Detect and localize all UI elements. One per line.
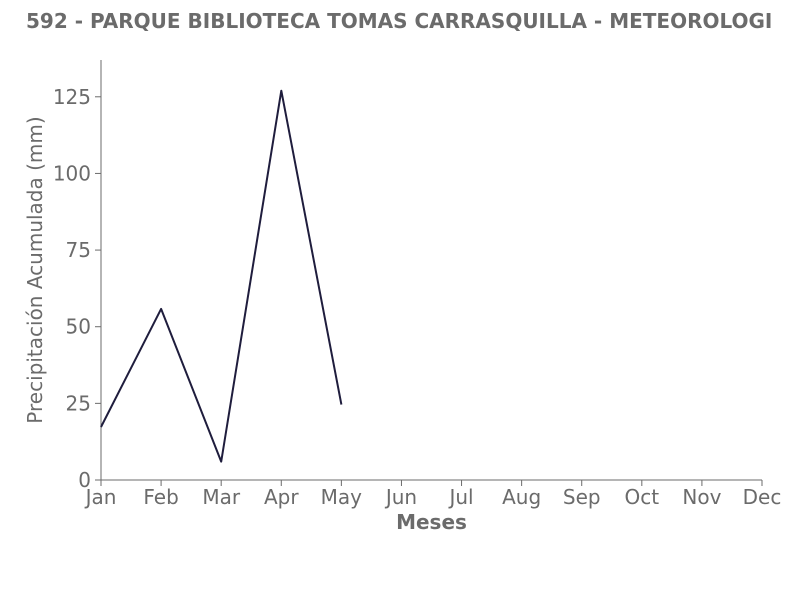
x-axis-title: Meses (396, 510, 467, 534)
x-axis-ticks: Jan Feb Mar Apr May Jun Jul Aug Sep Oct Nov Dec (84, 480, 782, 509)
y-tick-label: 75 (66, 238, 91, 262)
x-tick-label: Apr (264, 485, 299, 509)
y-tick-label: 50 (66, 315, 91, 339)
y-tick-label: 0 (78, 468, 91, 492)
x-tick-label: Jun (384, 485, 417, 509)
y-tick-label: 125 (53, 85, 91, 109)
y-tick-label: 25 (66, 391, 91, 415)
x-tick-label: Dec (743, 485, 782, 509)
y-tick-label: 100 (53, 161, 91, 185)
x-tick-label: Feb (143, 485, 178, 509)
series-layer (100, 89, 343, 463)
x-tick-label: Oct (625, 485, 660, 509)
x-tick-label: Nov (682, 485, 721, 509)
axes (100, 60, 762, 481)
chart-title: 592 - PARQUE BIBLIOTECA TOMAS CARRASQUIL… (26, 9, 773, 33)
x-tick-label: Jul (447, 485, 473, 509)
x-tick-label: Aug (502, 485, 541, 509)
series-line (100, 89, 343, 463)
x-tick-label: Mar (202, 485, 241, 509)
x-tick-label: Sep (563, 485, 601, 509)
x-tick-label: Jan (84, 485, 117, 509)
x-tick-label: May (321, 485, 363, 509)
y-axis-title: Precipitación Acumulada (mm) (23, 116, 47, 423)
y-axis-ticks: 0 25 50 75 100 125 (53, 85, 101, 492)
